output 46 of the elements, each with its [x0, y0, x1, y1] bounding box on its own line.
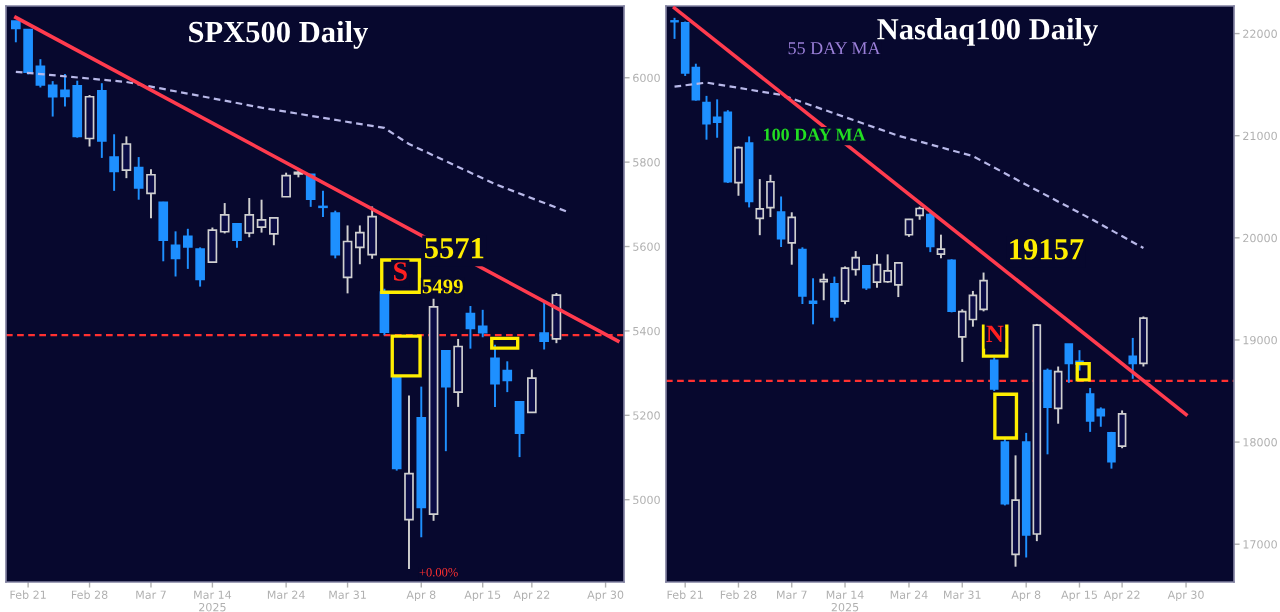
candlestick [11, 20, 21, 44]
candlestick [195, 246, 205, 288]
candlestick [1117, 409, 1127, 450]
candlestick [146, 168, 156, 220]
candlestick [819, 272, 829, 302]
candlestick [318, 189, 328, 218]
candlestick [514, 400, 525, 459]
annotation: 55 DAY MA [788, 42, 881, 55]
annotation: 100 DAY MA [764, 128, 866, 141]
candlestick [776, 195, 786, 248]
candlestick [787, 211, 797, 266]
candlestick [1107, 430, 1116, 470]
chart-title: SPX500 Daily [189, 20, 369, 49]
candlestick [862, 264, 871, 291]
candlestick [670, 16, 679, 40]
candlestick [925, 211, 935, 254]
candlestick [1128, 336, 1138, 380]
candlestick [1043, 367, 1052, 456]
candlestick [989, 356, 999, 392]
annotation: 5571 [424, 237, 484, 259]
annotation: 19157 [1010, 239, 1084, 260]
candlestick [453, 337, 463, 408]
candlestick [84, 94, 95, 148]
candlestick [527, 368, 537, 414]
candlestick [1053, 365, 1063, 425]
candlestick [330, 209, 341, 260]
candlestick [133, 156, 144, 201]
candlestick [830, 275, 839, 323]
annotation: S [394, 262, 407, 281]
candlestick [158, 200, 169, 263]
candlestick [441, 349, 451, 453]
candlestick [808, 277, 818, 326]
candlestick [1139, 315, 1148, 368]
candlestick [734, 145, 743, 197]
candlestick [798, 246, 807, 305]
line-series [14, 70, 570, 214]
chart-title: Nasdaq100 Daily [877, 18, 1098, 46]
candlestick [281, 171, 291, 198]
candlestick [539, 300, 549, 351]
candlestick [232, 222, 242, 249]
candlestick [109, 133, 119, 192]
candlestick [404, 394, 414, 570]
annotation: 5499 [422, 279, 463, 294]
candlestick [121, 135, 132, 180]
candlestick [936, 233, 946, 260]
annotation: N [986, 325, 1004, 343]
